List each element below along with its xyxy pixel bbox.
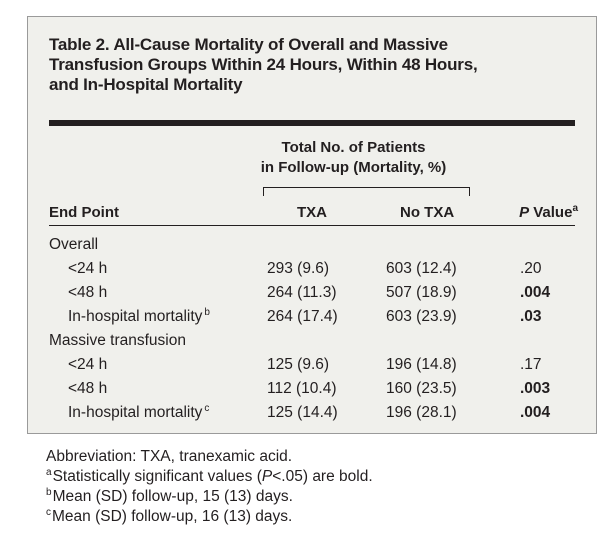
table-row: <24 h 125 (9.6) 196 (14.8) .17	[28, 353, 598, 377]
table-title: Table 2. All-Cause Mortality of Overall …	[49, 35, 478, 94]
column-header-txa: TXA	[297, 204, 327, 221]
title-rule	[49, 120, 575, 126]
footnote-b-text: Mean (SD) follow-up, 15 (13) days.	[52, 488, 293, 505]
p-value-label: Value	[529, 204, 573, 221]
end-point-text: In-hospital mortality	[68, 308, 203, 325]
p-value-cell: .004	[520, 404, 551, 421]
no-txa-cell: 603 (12.4)	[386, 260, 457, 277]
end-point-text: <48 h	[68, 380, 108, 397]
table-row: <48 h 264 (11.3) 507 (18.9) .004	[28, 281, 598, 305]
no-txa-cell: 603 (23.9)	[386, 308, 457, 325]
txa-cell: 264 (17.4)	[267, 308, 338, 325]
footnote-a-text-1: Statistically significant values (	[52, 468, 262, 485]
end-point-text: In-hospital mortality	[68, 404, 203, 421]
p-value-cell: .20	[520, 260, 542, 277]
p-value-cell: .17	[520, 356, 542, 373]
table-panel: Table 2. All-Cause Mortality of Overall …	[27, 16, 597, 434]
section-row: Massive transfusion	[28, 329, 598, 353]
txa-cell: 264 (11.3)	[267, 284, 337, 301]
section-row: Overall	[28, 233, 598, 257]
txa-cell: 293 (9.6)	[267, 260, 330, 277]
end-point-label: In-hospital mortality c	[68, 401, 209, 425]
end-point-text: <48 h	[68, 284, 108, 301]
footnote-c: cMean (SD) follow-up, 16 (13) days.	[46, 507, 586, 527]
end-point-label: In-hospital mortality b	[68, 305, 210, 329]
no-txa-cell: 196 (14.8)	[386, 356, 457, 373]
footnote-abbreviation: Abbreviation: TXA, tranexamic acid.	[46, 448, 293, 465]
footnote-a: aStatistically significant values (P<.05…	[46, 467, 586, 487]
end-point-text: <24 h	[68, 260, 108, 277]
group-header: Total No. of Patients in Follow-up (Mort…	[260, 139, 447, 176]
footnote-b: bMean (SD) follow-up, 15 (13) days.	[46, 487, 586, 507]
footnote-marker: b	[204, 307, 210, 318]
p-value-cell: .003	[520, 380, 551, 397]
section-label: Massive transfusion	[49, 329, 186, 353]
footnote-b-marker: b	[46, 487, 52, 498]
p-italic: P	[519, 204, 530, 221]
txa-cell: 125 (14.4)	[267, 404, 338, 421]
end-point-text: <24 h	[68, 356, 108, 373]
table-row: <48 h 112 (10.4) 160 (23.5) .003	[28, 377, 598, 401]
column-header-no-txa: No TXA	[400, 204, 455, 221]
footnote-a-text-2: <.05) are bold.	[272, 468, 373, 485]
table-row: <24 h 293 (9.6) 603 (12.4) .20	[28, 257, 598, 281]
end-point-text: Overall	[49, 236, 99, 253]
end-point-text: Massive transfusion	[49, 332, 186, 349]
column-header-p-value: P Valuea	[504, 203, 578, 223]
p-value-cell: .004	[520, 284, 551, 301]
no-txa-cell: 507 (18.9)	[386, 284, 457, 301]
footnote-a-p: P	[261, 468, 273, 485]
section-label: Overall	[49, 233, 98, 257]
txa-cell: 112 (10.4)	[267, 380, 337, 397]
header-rule	[49, 225, 575, 226]
end-point-label: <24 h	[68, 353, 107, 377]
end-point-label: <48 h	[68, 281, 107, 305]
txa-cell: 125 (9.6)	[267, 356, 330, 373]
no-txa-cell: 160 (23.5)	[386, 380, 457, 397]
column-header-end-point: End Point	[49, 204, 119, 221]
no-txa-cell: 196 (28.1)	[386, 404, 457, 421]
p-value-footnote-marker: a	[572, 203, 578, 214]
footnote-c-marker: c	[46, 507, 51, 518]
table-row: In-hospital mortality c 125 (14.4) 196 (28.…	[28, 401, 598, 425]
group-header-bracket	[263, 187, 470, 196]
end-point-label: <24 h	[68, 257, 107, 281]
end-point-label: <48 h	[68, 377, 107, 401]
p-value-cell: .03	[520, 308, 542, 325]
footnote-a-marker: a	[46, 467, 52, 478]
footnote-marker: c	[204, 403, 210, 414]
footnotes: Abbreviation: TXA, tranexamic acid. aSta…	[46, 447, 586, 527]
table-row: In-hospital mortality b 264 (17.4) 603 (23.…	[28, 305, 598, 329]
footnote-c-text: Mean (SD) follow-up, 16 (13) days.	[52, 508, 293, 525]
